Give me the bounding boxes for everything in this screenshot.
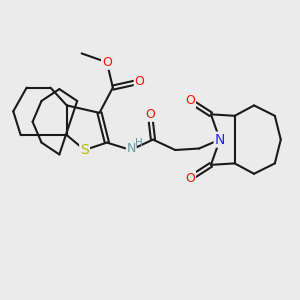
Text: O: O xyxy=(102,56,112,69)
Text: H: H xyxy=(135,139,143,148)
Text: N: N xyxy=(127,142,136,155)
Text: N: N xyxy=(215,133,225,147)
Text: S: S xyxy=(80,143,89,157)
Text: O: O xyxy=(185,172,195,185)
Text: O: O xyxy=(145,108,155,121)
Text: O: O xyxy=(185,94,195,107)
Text: O: O xyxy=(135,75,145,88)
